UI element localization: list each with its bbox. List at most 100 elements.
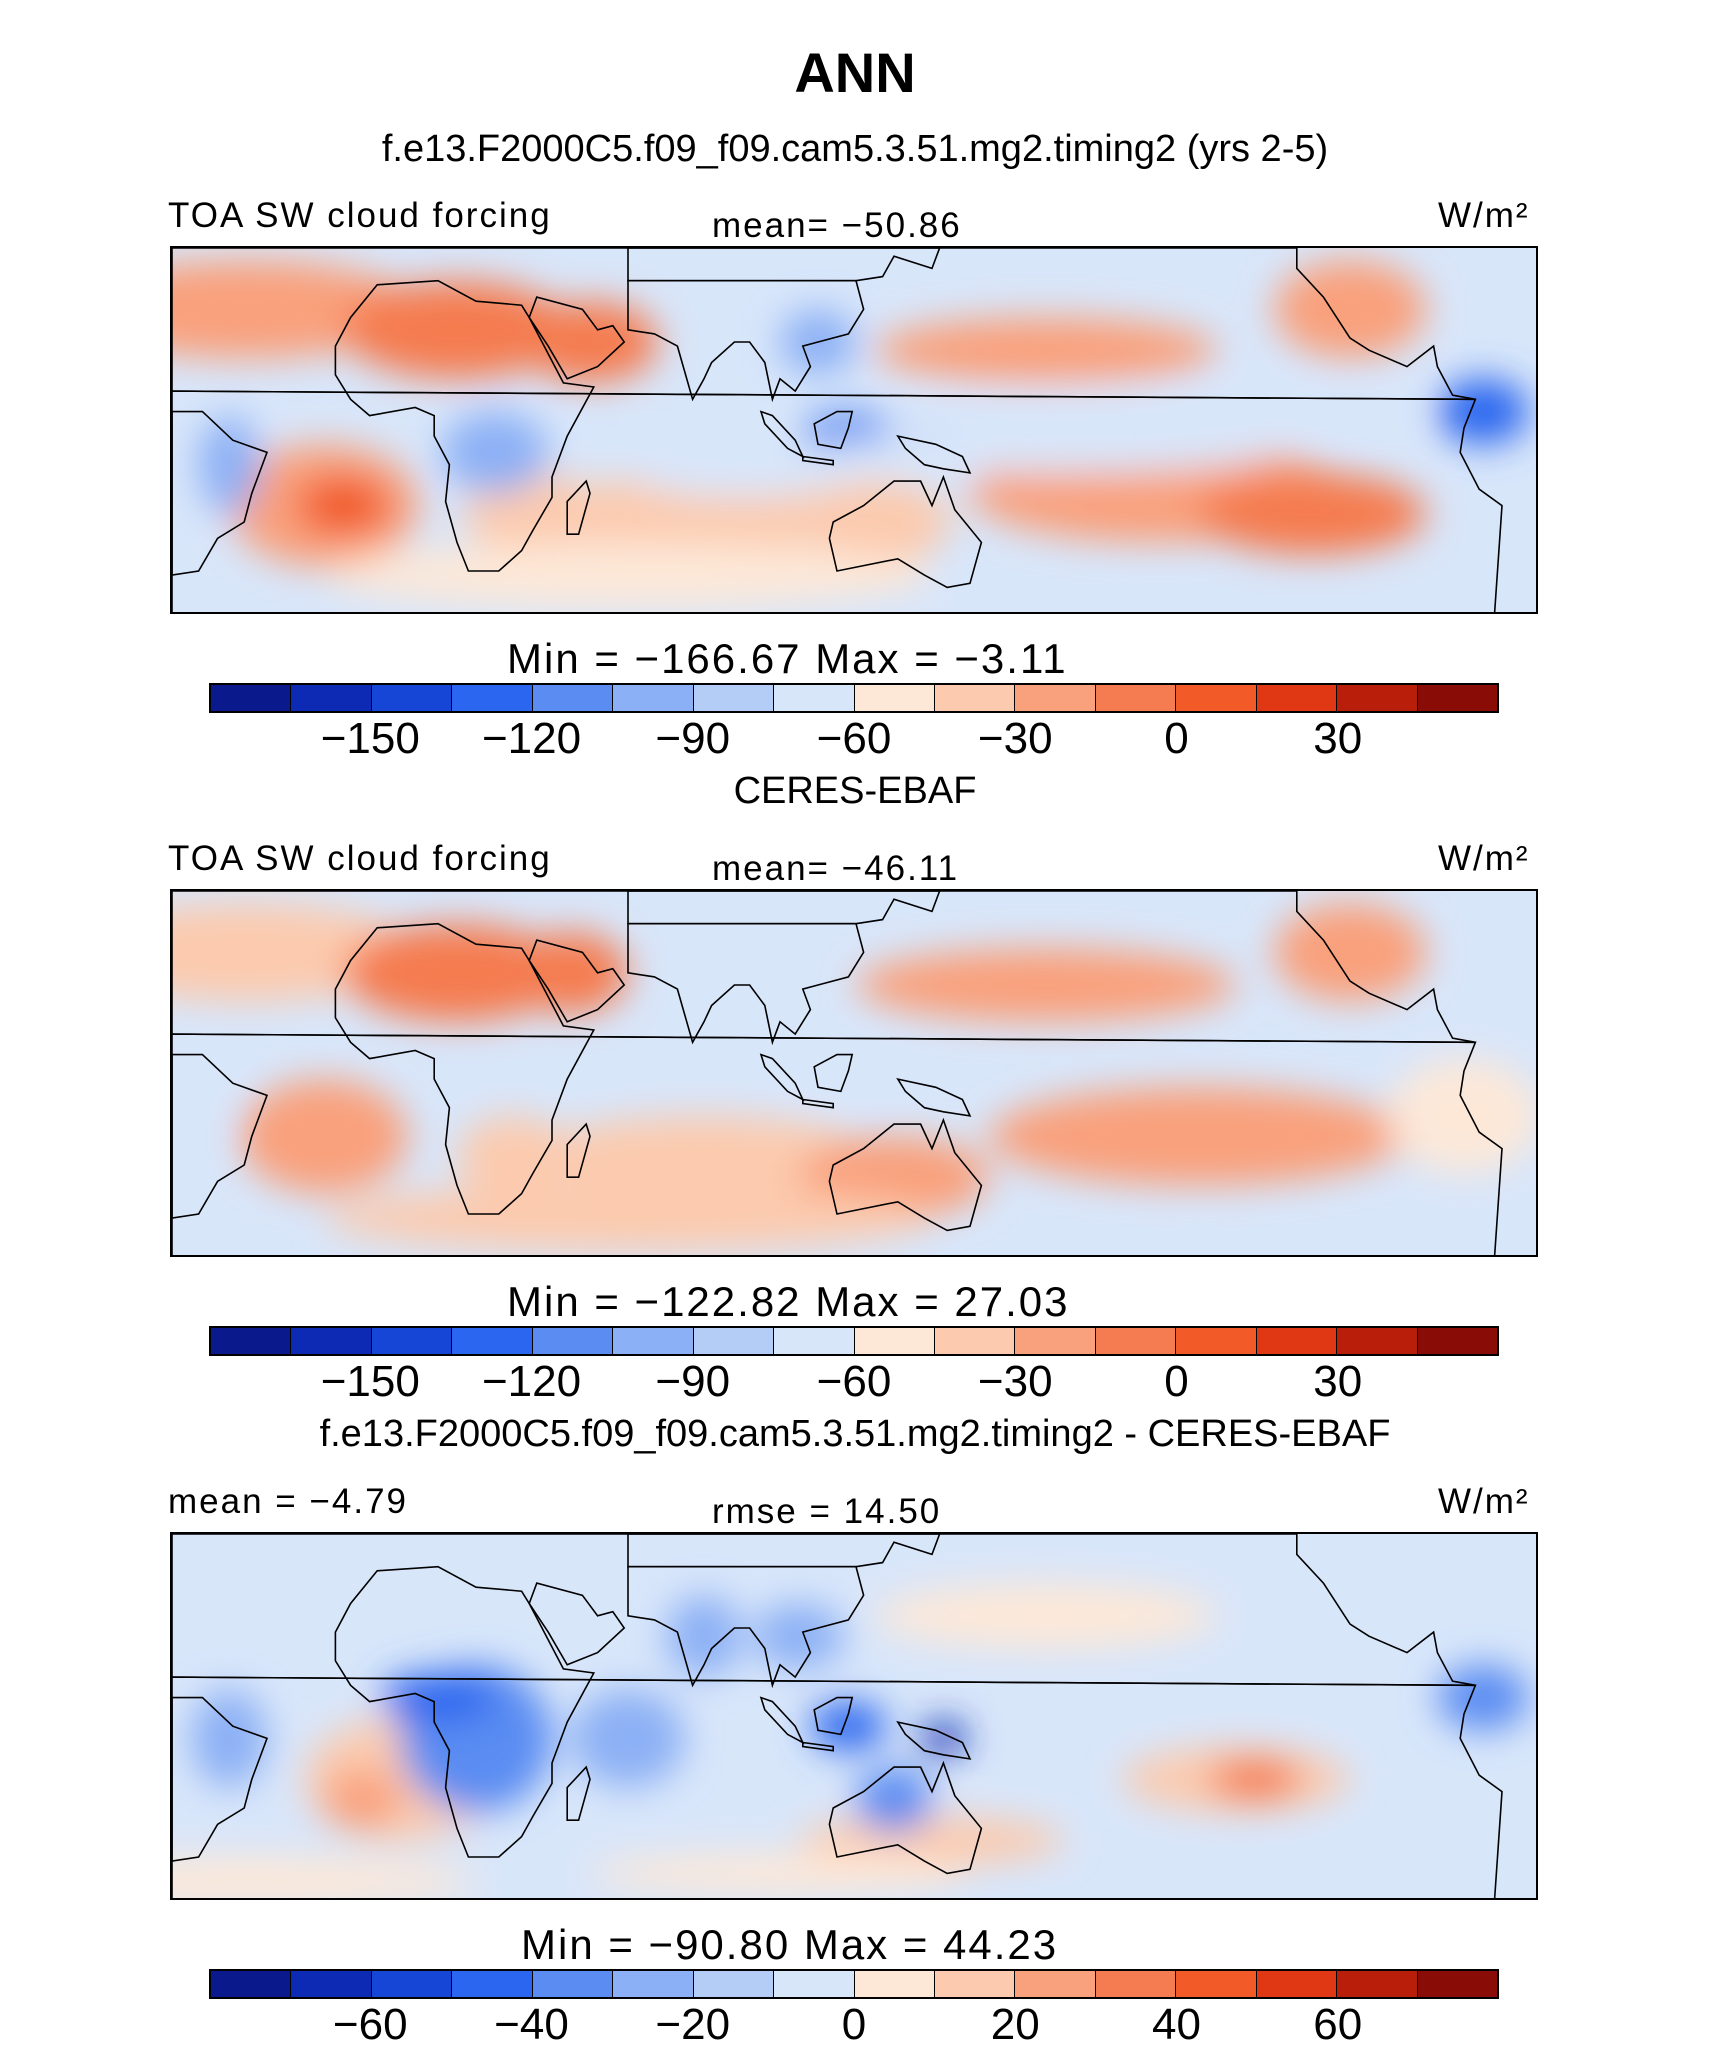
field-anomaly (590, 1852, 970, 1894)
colorbar-swatch (1095, 685, 1177, 711)
field-anomaly (1274, 903, 1426, 1002)
field-anomaly (780, 1050, 894, 1100)
panel-1-minmax: Min = −166.67 Max = −3.11 (507, 635, 1068, 682)
coastline-india (627, 922, 865, 1046)
field-anomaly (240, 1079, 408, 1194)
colorbar-swatch (693, 685, 775, 711)
colorbar-swatch (1176, 685, 1257, 711)
colorbar-swatch (1337, 685, 1418, 711)
colorbar-swatch (211, 685, 292, 711)
field-anomaly (297, 476, 389, 535)
coastline-arabia (528, 1582, 626, 1666)
colorbar-swatch (291, 685, 372, 711)
coastline-mexico (172, 248, 1476, 401)
coastline-newguinea (896, 434, 972, 474)
colorbar-swatch (1176, 1328, 1257, 1354)
coastline-java (801, 455, 835, 466)
colorbar-swatch (854, 685, 935, 711)
coastline-borneo (813, 1696, 854, 1736)
field-anomaly (381, 1673, 495, 1723)
panel-1-colorbar-tick: 0 (1164, 714, 1189, 763)
field-anomaly (198, 415, 260, 514)
field-anomaly (628, 448, 856, 498)
colorbar-swatch (613, 685, 694, 711)
panel-2-colorbar-tick: −120 (481, 1357, 582, 1406)
field-anomaly (514, 931, 628, 1014)
colorbar-swatch (532, 1971, 614, 1997)
panel-2-colorbar (209, 1326, 1499, 1356)
panel-3-colorbar-tick: 60 (1313, 2000, 1363, 2049)
colorbar-swatch (1256, 1971, 1338, 1997)
panel-1-center-label: mean= −50.86 (712, 206, 962, 245)
coastline-mexico (172, 1534, 1476, 1687)
colorbar-swatch (452, 1971, 533, 1997)
panel-1-colorbar (209, 683, 1499, 713)
field-anomaly (172, 1857, 476, 1898)
coastline-brazilEast (172, 410, 269, 576)
colorbar-swatch (371, 1971, 453, 1997)
colorbar-swatch (532, 1328, 614, 1354)
field-anomaly (571, 1689, 685, 1788)
coastline-brazilEast (172, 1696, 269, 1862)
panel-1-colorbar-tick: −30 (977, 714, 1053, 763)
panel-3-minmax: Min = −90.80 Max = 44.23 (521, 1921, 1059, 1968)
colorbar-swatch (1015, 685, 1096, 711)
coastline-arabia (528, 939, 626, 1023)
colorbar-swatch (452, 1328, 533, 1354)
field-anomaly (894, 391, 1426, 432)
coastline-java (801, 1098, 835, 1109)
panel-1-case-title: f.e13.F2000C5.f09_f09.cam5.3.51.mg2.timi… (381, 128, 1329, 170)
panel-2-case-title: CERES-EBAF (733, 770, 977, 812)
field-anomaly (1209, 1758, 1301, 1800)
colorbar-swatch (774, 685, 855, 711)
coastline-brazilEast (172, 1053, 269, 1219)
panel-2-map (170, 889, 1538, 1257)
colorbar-swatch (291, 1971, 372, 1997)
field-anomaly (753, 1603, 845, 1669)
field-anomaly (1388, 1058, 1536, 1174)
panel-3-case-title: f.e13.F2000C5.f09_f09.cam5.3.51.mg2.timi… (319, 1413, 1391, 1455)
coastline-madagascar (566, 479, 591, 536)
field-anomaly (920, 1722, 967, 1755)
panel-3-map (170, 1532, 1538, 1900)
coastline-india (627, 1565, 865, 1689)
panel-2-colorbar-tick: −30 (977, 1357, 1053, 1406)
colorbar-swatch (1095, 1328, 1177, 1354)
panel-3-field (172, 1534, 1536, 1898)
colorbar-swatch (371, 1328, 453, 1354)
colorbar-swatch (1417, 1971, 1497, 1997)
colorbar-swatch (934, 1328, 1016, 1354)
coastline-australia (828, 474, 983, 589)
coastline-africa (334, 279, 596, 572)
panel-1-colorbar-tick: −120 (481, 714, 582, 763)
field-anomaly (457, 1115, 571, 1198)
colorbar-swatch (774, 1971, 855, 1997)
panel-3-center-label: rmse = 14.50 (712, 1492, 942, 1531)
panel-2-center-label: mean= −46.11 (712, 849, 960, 888)
field-anomaly (799, 481, 951, 563)
field-anomaly (324, 542, 932, 608)
field-anomaly (810, 1701, 887, 1751)
colorbar-swatch (693, 1971, 775, 1997)
coastline-africa (334, 922, 596, 1215)
panel-3-units-label: W/m² (1438, 1482, 1530, 1521)
panel-3-colorbar-tick: −40 (494, 2000, 569, 2049)
field-anomaly (1437, 378, 1529, 445)
field-anomaly (799, 1816, 1065, 1866)
colorbar-swatch (1337, 1971, 1418, 1997)
field-anomaly (989, 1087, 1407, 1186)
colorbar-swatch (934, 685, 1016, 711)
field-anomaly (1437, 1664, 1529, 1731)
field-anomaly (818, 432, 1274, 473)
colorbar-swatch (693, 1328, 775, 1354)
coastline-southam (172, 390, 1503, 612)
field-anomaly (324, 1771, 400, 1829)
panel-3-mean-label: mean = −4.79 (168, 1482, 408, 1521)
field-anomaly (856, 948, 1236, 1022)
coastline-borneo (813, 410, 854, 450)
colorbar-swatch (211, 1971, 292, 1997)
panel-1-map (170, 246, 1538, 614)
coastline-newguinea (896, 1077, 972, 1117)
panel-2-field (172, 891, 1536, 1255)
coastline-asiaN (627, 248, 941, 282)
